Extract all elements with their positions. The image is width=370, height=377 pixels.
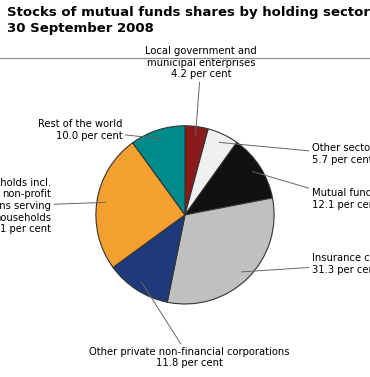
Wedge shape bbox=[185, 126, 208, 215]
Wedge shape bbox=[96, 143, 185, 267]
Text: Mutual funds
12.1 per cent: Mutual funds 12.1 per cent bbox=[252, 172, 370, 210]
Text: Other private non-financial corporations
11.8 per cent: Other private non-financial corporations… bbox=[89, 282, 290, 368]
Wedge shape bbox=[167, 198, 274, 304]
Text: Local government and
municipal enterprises
4.2 per cent: Local government and municipal enterpris… bbox=[145, 46, 257, 135]
Text: Insurance companies
31.3 per cent: Insurance companies 31.3 per cent bbox=[242, 253, 370, 275]
Text: Other sectors
5.7 per cent: Other sectors 5.7 per cent bbox=[219, 143, 370, 165]
Text: Rest of the world
10.0 per cent: Rest of the world 10.0 per cent bbox=[38, 120, 160, 141]
Wedge shape bbox=[185, 143, 272, 215]
Wedge shape bbox=[133, 126, 185, 215]
Text: Households incl.
non-profit
institutions serving
households
25.1 per cent: Households incl. non-profit institutions… bbox=[0, 178, 106, 234]
Wedge shape bbox=[185, 129, 237, 215]
Text: Stocks of mutual funds shares by holding sectors as of
30 September 2008: Stocks of mutual funds shares by holding… bbox=[7, 6, 370, 35]
Wedge shape bbox=[113, 215, 185, 302]
